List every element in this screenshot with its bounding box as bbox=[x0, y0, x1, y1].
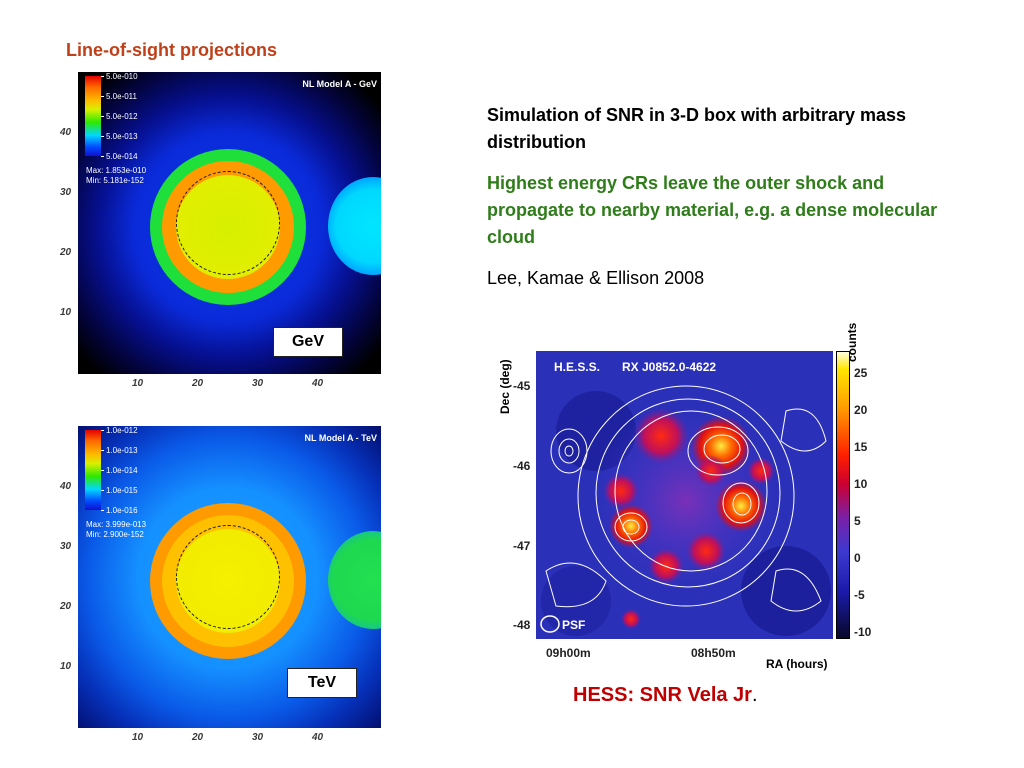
dec-axis-label: Dec (deg) bbox=[498, 359, 512, 414]
hess-instrument-label: H.E.S.S. bbox=[554, 360, 600, 374]
shock-boundary-dashed bbox=[176, 171, 280, 275]
hess-caption: HESS: SNR Vela Jr. bbox=[573, 684, 758, 707]
gev-x-tick: 30 bbox=[252, 378, 264, 389]
ra-tick: 09h00m bbox=[546, 646, 591, 660]
gev-colorbar-label: 5.0e-013 bbox=[106, 132, 138, 141]
gev-colorbar-label: 5.0e-010 bbox=[106, 72, 138, 81]
tev-x-tick: 30 bbox=[252, 732, 264, 743]
tev-x-tick: 20 bbox=[192, 732, 204, 743]
tev-model-label: NL Model A - TeV bbox=[304, 433, 377, 443]
psf-circle bbox=[540, 615, 560, 633]
gev-colorbar bbox=[85, 76, 101, 156]
gev-energy-label: GeV bbox=[273, 327, 343, 357]
citation: Lee, Kamae & Ellison 2008 bbox=[487, 268, 705, 288]
hess-caption-text: HESS: SNR Vela Jr bbox=[573, 684, 752, 706]
hess-colorbar-tick: 10 bbox=[854, 477, 868, 491]
hess-colorbar bbox=[836, 351, 850, 639]
gev-simulation-image: 5.0e-010 5.0e-011 5.0e-012 5.0e-013 5.0e… bbox=[78, 72, 381, 374]
cosmic-ray-description: Highest energy CRs leave the outer shock… bbox=[487, 173, 938, 247]
tev-y-tick: 20 bbox=[60, 601, 72, 612]
simulation-description: Simulation of SNR in 3-D box with arbitr… bbox=[487, 105, 907, 152]
tev-colorbar-label: 1.0e-015 bbox=[106, 486, 138, 495]
gev-max-text: Max: 1.853e-010 bbox=[86, 166, 147, 175]
gev-y-tick: 20 bbox=[60, 247, 72, 258]
hess-colorbar-tick: -5 bbox=[854, 588, 865, 602]
tev-colorbar bbox=[85, 430, 101, 510]
dec-tick: -45 bbox=[513, 379, 531, 393]
hess-colorbar-tick: 0 bbox=[854, 551, 861, 565]
hess-caption-suffix: . bbox=[751, 684, 758, 706]
gev-model-label: NL Model A - GeV bbox=[302, 79, 377, 89]
hess-colorbar-tick: 20 bbox=[854, 403, 868, 417]
hess-colorbar-tick: 25 bbox=[854, 366, 868, 380]
dec-tick: -48 bbox=[513, 618, 531, 632]
tev-simulation-image: 1.0e-012 1.0e-013 1.0e-014 1.0e-015 1.0e… bbox=[78, 426, 381, 728]
psf-label: PSF bbox=[562, 618, 585, 632]
slide-title: Line-of-sight projections bbox=[66, 40, 277, 60]
gev-x-tick: 20 bbox=[192, 378, 204, 389]
tev-colorbar-label: 1.0e-012 bbox=[106, 426, 138, 435]
shock-boundary-dashed bbox=[176, 525, 280, 629]
hess-source-label: RX J0852.0-4622 bbox=[622, 360, 716, 374]
gev-x-tick: 10 bbox=[132, 378, 144, 389]
tev-colorbar-label: 1.0e-014 bbox=[106, 466, 138, 475]
tev-x-tick: 40 bbox=[312, 732, 324, 743]
hess-skymap: PSF H.E.S.S. RX J0852.0-4622 bbox=[536, 351, 833, 639]
dec-tick: -46 bbox=[513, 459, 531, 473]
dec-tick: -47 bbox=[513, 539, 531, 553]
tev-y-tick: 30 bbox=[60, 541, 72, 552]
gev-colorbar-label: 5.0e-014 bbox=[106, 152, 138, 161]
hess-colorbar-tick: 5 bbox=[854, 514, 861, 528]
hess-colorbar-tick: -10 bbox=[854, 625, 872, 639]
gev-y-tick: 40 bbox=[60, 127, 72, 138]
hess-colorbar-tick: 15 bbox=[854, 440, 868, 454]
tev-max-text: Max: 3.999e-013 bbox=[86, 520, 147, 529]
gev-x-tick: 40 bbox=[312, 378, 324, 389]
tev-y-tick: 40 bbox=[60, 481, 72, 492]
tev-colorbar-label: 1.0e-013 bbox=[106, 446, 138, 455]
tev-min-text: Min: 2.900e-152 bbox=[86, 530, 144, 539]
hess-skymap-graphic: PSF H.E.S.S. RX J0852.0-4622 bbox=[536, 351, 833, 639]
gev-min-text: Min: 5.181e-152 bbox=[86, 176, 144, 185]
colorbar-title: counts bbox=[845, 322, 859, 362]
ra-tick: 08h50m bbox=[691, 646, 736, 660]
tev-y-tick: 10 bbox=[60, 661, 72, 672]
gev-y-tick: 10 bbox=[60, 307, 72, 318]
gev-colorbar-label: 5.0e-012 bbox=[106, 112, 138, 121]
ra-axis-label: RA (hours) bbox=[766, 657, 828, 671]
gev-colorbar-label: 5.0e-011 bbox=[106, 92, 137, 101]
tev-x-tick: 10 bbox=[132, 732, 144, 743]
tev-colorbar-label: 1.0e-016 bbox=[106, 506, 138, 515]
gev-y-tick: 30 bbox=[60, 187, 72, 198]
tev-energy-label: TeV bbox=[287, 668, 357, 698]
